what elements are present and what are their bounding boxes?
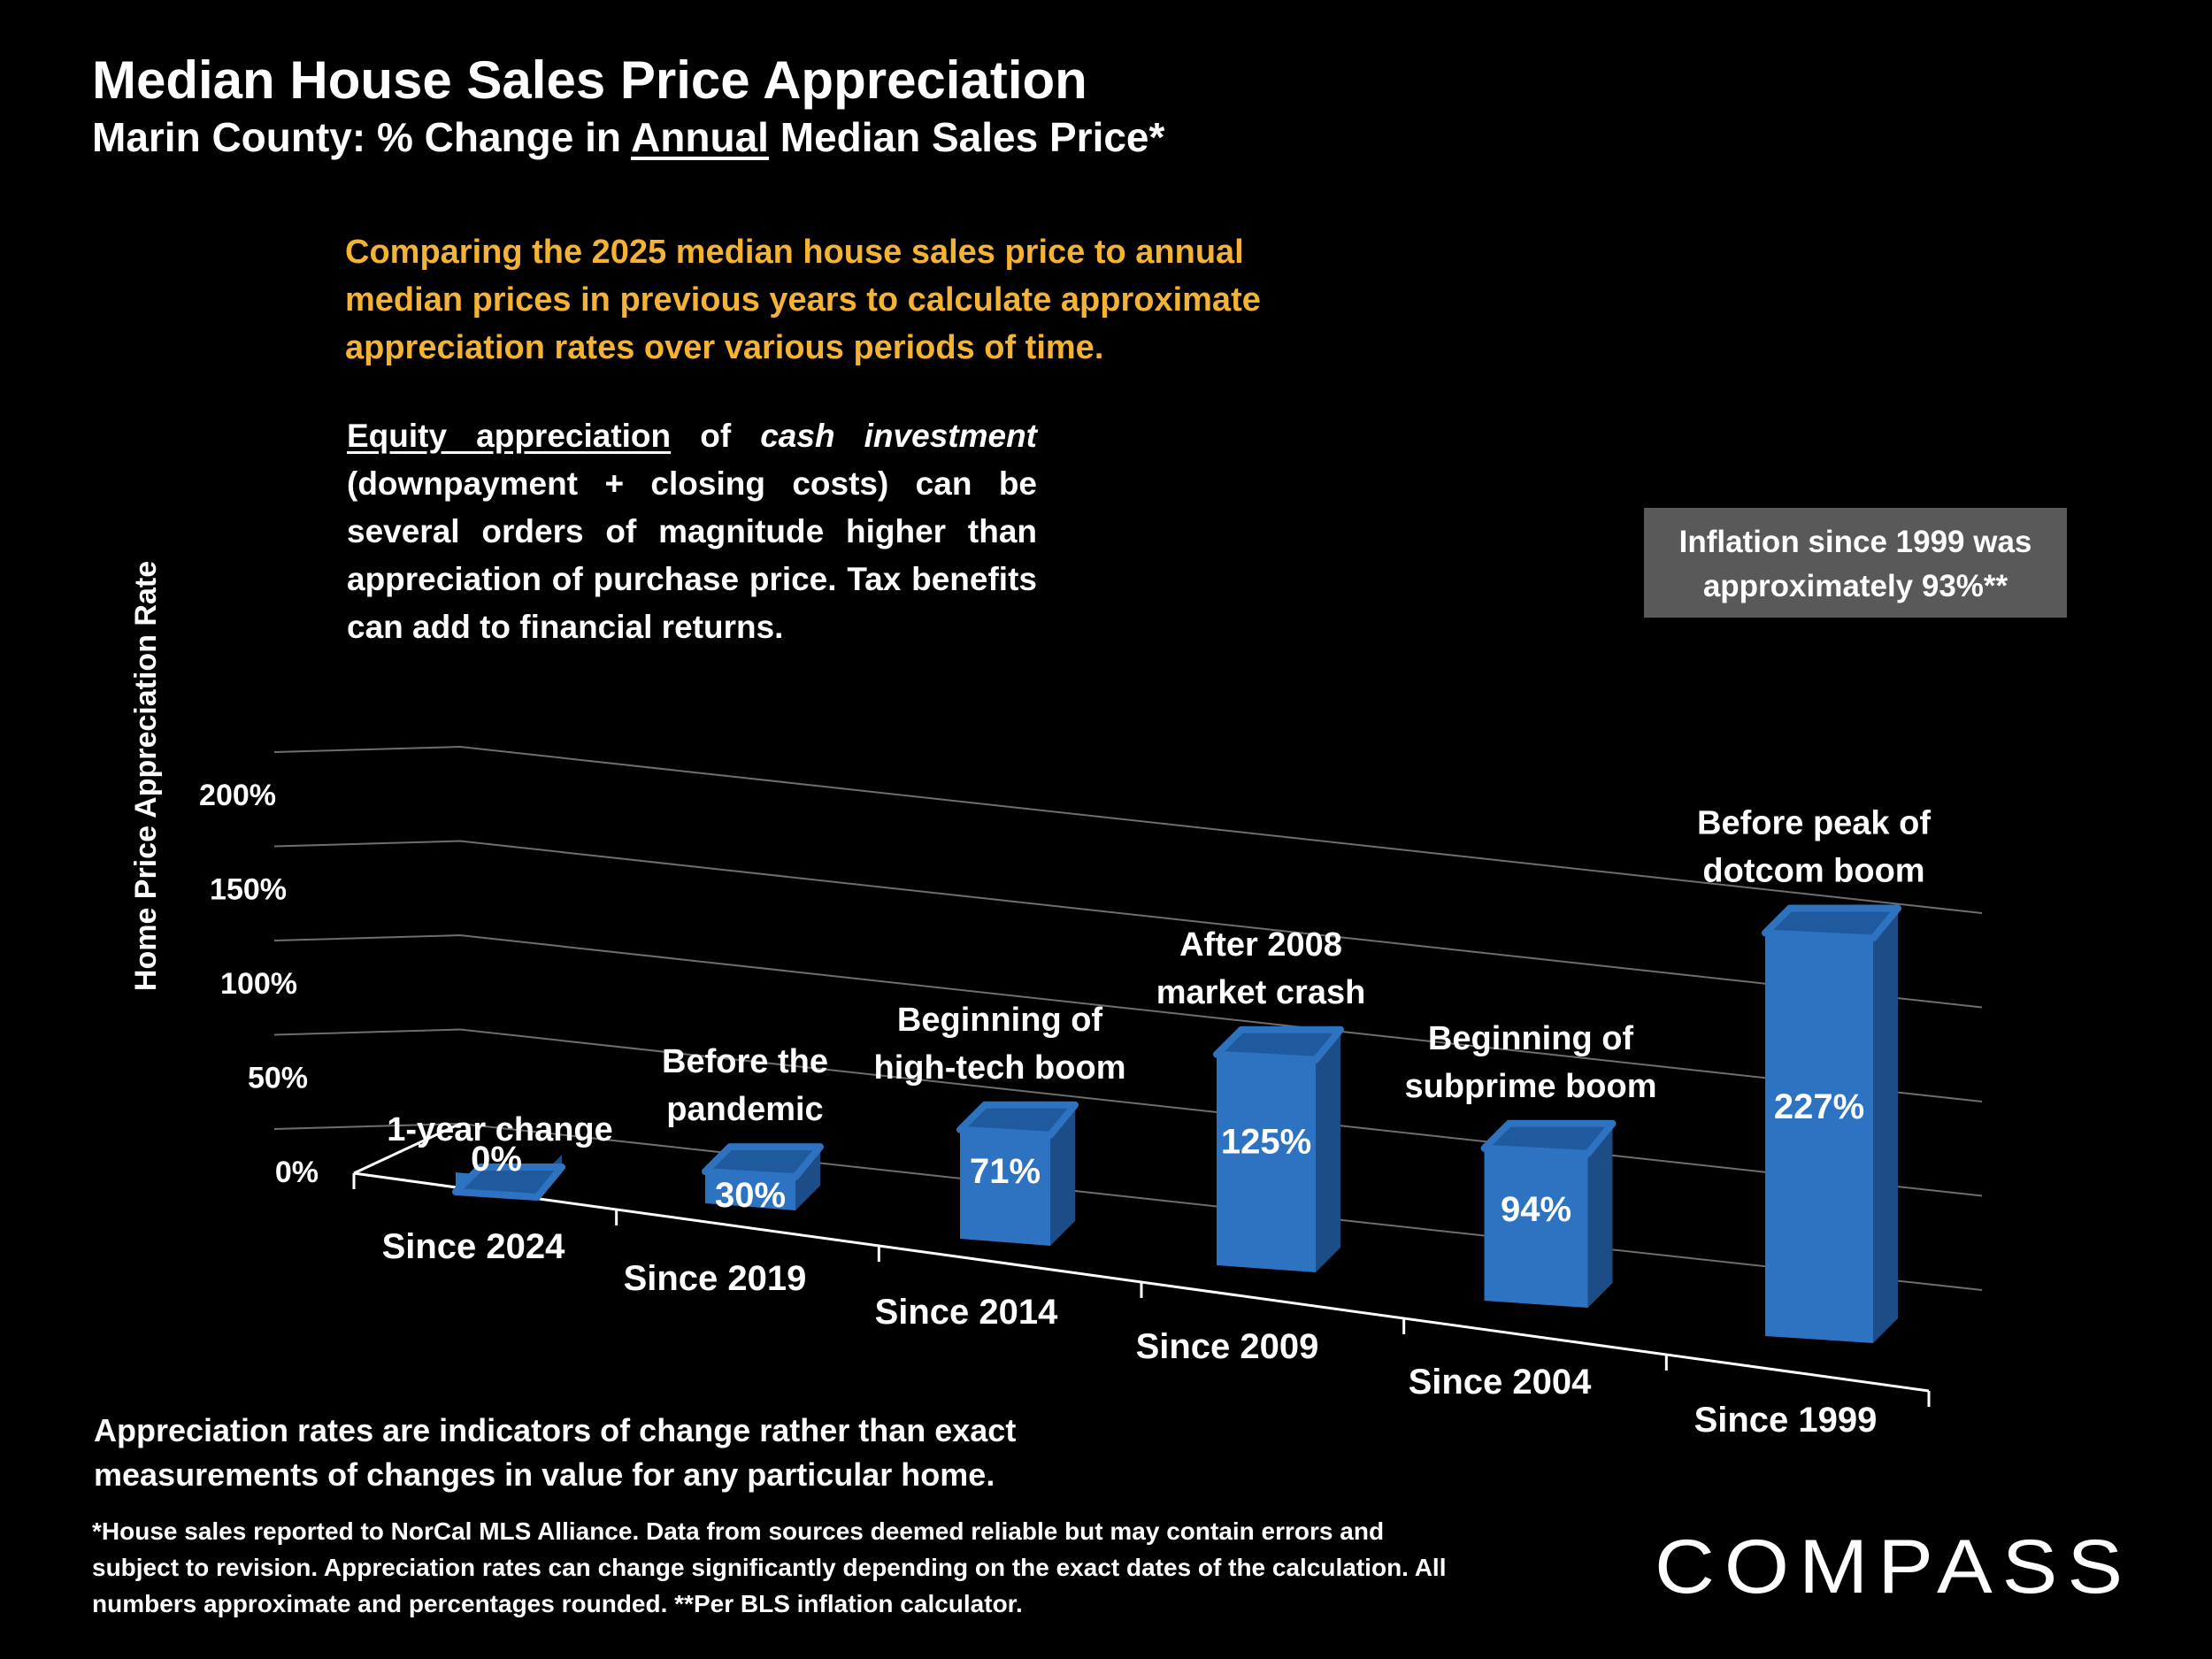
bar-top-face: [1480, 1119, 1617, 1157]
subtitle-underlined: Annual: [631, 114, 769, 160]
y-tick-label: 150%: [210, 873, 287, 907]
bar: 94%: [1480, 1119, 1617, 1308]
bar-front-face: [1484, 1148, 1588, 1308]
page-subtitle: Marin County: % Change in Annual Median …: [92, 113, 1164, 161]
bar-annotation-line: dotcom boom: [1702, 852, 1924, 889]
bar-value-label: 125%: [1221, 1123, 1311, 1162]
bar-top-face: [1213, 1025, 1344, 1064]
y-tick-label: 0%: [275, 1156, 319, 1189]
bar-front-face: [960, 1129, 1050, 1246]
bar-annotation-line: After 2008: [1179, 926, 1342, 964]
y-axis-label: Home Price Appreciation Rate: [129, 561, 163, 991]
gridlines: [273, 745, 1983, 1291]
bar-front-face: [1765, 933, 1873, 1343]
bar-annotation-line: Before peak of: [1697, 804, 1931, 841]
y-tick-label: 50%: [248, 1062, 308, 1095]
gridline: [273, 933, 1983, 1102]
bar-annotation-line: Before the: [662, 1043, 828, 1080]
bar-top-face: [1762, 904, 1901, 942]
equity-italic: cash investment: [760, 418, 1037, 454]
x-tick-label: Since 2004: [1409, 1363, 1593, 1402]
equity-rest: (downpayment + closing costs) can be sev…: [347, 465, 1037, 645]
bar-value-label: 30%: [715, 1176, 786, 1215]
gridline: [273, 745, 1983, 914]
x-tick-label: Since 2009: [1136, 1327, 1319, 1366]
bar-value-label: 227%: [1774, 1087, 1864, 1126]
bar: 227%: [1762, 904, 1901, 1343]
bar-annotation-line: pandemic: [666, 1091, 823, 1128]
bar-top-face: [956, 1101, 1079, 1139]
x-axis-labels: Since 2024 Since 2019 Since 2014 Since 2009…: [382, 1227, 1878, 1440]
bar-annotation-line: subprime boom: [1404, 1068, 1656, 1105]
chart-axes: [352, 1122, 1931, 1407]
bars: 0% 30% 71% 125% 94% 227%: [452, 904, 1901, 1343]
bar-side-face: [795, 1147, 820, 1210]
equity-of: of: [671, 418, 761, 454]
bar-annotation-line: Beginning of: [897, 1002, 1103, 1039]
bar-annotation-line: high-tech boom: [874, 1049, 1126, 1087]
x-tick-label: Since 2014: [875, 1293, 1059, 1332]
bottom-note: Appreciation rates are indicators of cha…: [94, 1412, 1017, 1493]
bar: 125%: [1213, 1025, 1344, 1272]
bar-top-face: [702, 1143, 824, 1181]
compass-logo: COMPASS: [1655, 1531, 2132, 1601]
inflation-box-line: approximately 93%**: [1703, 569, 2008, 603]
bar-side-face: [1587, 1123, 1613, 1308]
gridline: [273, 840, 1983, 1009]
floor-side-line: [353, 1122, 461, 1175]
bar-side-face: [1050, 1104, 1075, 1246]
bar-annotation-line: Beginning of: [1428, 1020, 1634, 1057]
equity-underlined: Equity appreciation: [347, 418, 672, 454]
bar-value-label: 94%: [1501, 1190, 1571, 1229]
bar-side-face: [1316, 1029, 1340, 1272]
bar-side-face: [1873, 908, 1898, 1343]
bar-annotation-line: 1-year change: [387, 1111, 613, 1148]
gridline: [273, 1028, 1983, 1197]
logo-text: COMPASS: [1655, 1531, 2132, 1601]
bar-value-label: 0%: [471, 1140, 522, 1179]
bar-annotations: 1-year change Before the pandemic Beginning…: [387, 508, 2067, 1148]
x-tick-label: Since 2019: [624, 1259, 807, 1298]
bar-front-face: [1217, 1054, 1316, 1272]
bar-front-face: [705, 1171, 795, 1210]
intro-text: Comparing the 2025 median house sales pr…: [345, 234, 1261, 366]
y-tick-label: 100%: [220, 967, 297, 1001]
y-tick-label: 200%: [199, 779, 276, 812]
inflation-box-bg: [1644, 508, 2067, 618]
footnote: *House sales reported to NorCal MLS Alli…: [92, 1517, 1447, 1617]
x-tick-label: Since 2024: [382, 1227, 566, 1266]
inflation-box-line: Inflation since 1999 was: [1679, 525, 2032, 559]
subtitle-suffix: Median Sales Price*: [768, 114, 1165, 160]
bar: 30%: [702, 1143, 824, 1215]
y-axis-ticks: 0% 50% 100% 150% 200%: [199, 779, 319, 1189]
bar-top-face: [452, 1164, 565, 1201]
subtitle-prefix: Marin County: % Change in: [92, 114, 632, 160]
bar: 0%: [452, 1140, 565, 1201]
page-title: Median House Sales Price Appreciation: [92, 50, 1087, 110]
equity-note: Equity appreciation of cash investment (…: [347, 412, 1037, 651]
bar-annotation-line: market crash: [1156, 974, 1366, 1011]
inflation-box: Inflation since 1999 was approximately 93…: [1644, 508, 2067, 618]
x-tick-label: Since 1999: [1694, 1401, 1878, 1440]
bar-value-label: 71%: [970, 1152, 1041, 1191]
bar: 71%: [956, 1101, 1079, 1246]
